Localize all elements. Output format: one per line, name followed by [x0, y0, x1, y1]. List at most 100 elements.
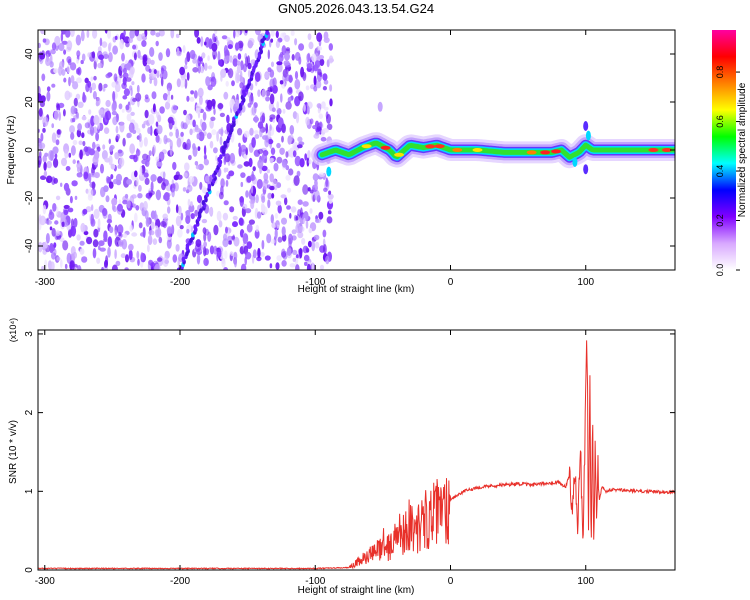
noise-blob — [202, 227, 207, 235]
noise-blob — [220, 178, 225, 189]
noise-blob — [272, 179, 277, 187]
noise-blob — [207, 55, 210, 62]
y-tick-label: 20 — [24, 96, 35, 108]
noise-blob — [189, 49, 196, 60]
noise-blob — [318, 55, 325, 60]
noise-blob — [102, 208, 108, 217]
noise-blob — [40, 132, 44, 142]
noise-blob — [306, 263, 311, 270]
x-tick-label: 100 — [577, 277, 594, 288]
noise-blob — [201, 52, 206, 59]
noise-blob — [102, 86, 106, 92]
noise-blob — [197, 146, 201, 152]
noise-blob — [242, 203, 248, 210]
noise-blob — [267, 138, 274, 145]
noise-blob — [180, 212, 184, 221]
noise-blob — [295, 112, 300, 124]
noise-blob — [312, 125, 318, 130]
noise-blob — [182, 45, 186, 54]
noise-blob — [235, 30, 241, 38]
noise-blob — [228, 170, 235, 177]
noise-blob — [43, 161, 47, 171]
noise-blob — [247, 69, 251, 78]
noise-blob — [77, 66, 82, 76]
noise-blob — [77, 265, 82, 270]
noise-blob — [300, 207, 303, 218]
noise-blob — [134, 30, 140, 37]
noise-blob — [176, 50, 182, 57]
noise-blob — [289, 263, 296, 268]
noise-blob — [305, 85, 310, 91]
noise-blob — [276, 61, 283, 66]
noise-blob — [296, 144, 303, 149]
noise-blob — [211, 129, 217, 136]
burst-blob — [585, 130, 591, 141]
noise-blob — [270, 30, 275, 37]
noise-blob — [175, 204, 179, 214]
noise-blob — [294, 71, 299, 80]
noise-blob — [125, 77, 132, 82]
noise-blob — [112, 116, 118, 126]
noise-blob — [107, 236, 113, 248]
noise-blob — [124, 193, 129, 199]
noise-blob — [158, 30, 165, 37]
noise-blob — [53, 68, 59, 74]
noise-blob — [285, 101, 292, 110]
noise-blob — [288, 168, 294, 176]
noise-blob — [190, 213, 195, 220]
noise-blob — [89, 86, 93, 94]
noise-blob — [266, 233, 272, 244]
noise-blob — [236, 71, 240, 82]
noise-blob — [64, 263, 68, 270]
noise-blob — [188, 175, 195, 183]
diagonal-feature-blob — [199, 208, 203, 214]
noise-blob — [216, 248, 222, 259]
noise-blob — [59, 61, 65, 70]
noise-blob — [172, 161, 177, 171]
noise-blob — [105, 110, 112, 121]
burst-blob — [377, 101, 383, 112]
noise-blob — [291, 54, 295, 61]
noise-blob — [104, 157, 111, 163]
noise-blob — [92, 30, 98, 39]
x-tick-label: 0 — [448, 576, 454, 587]
noise-blob — [131, 232, 138, 237]
noise-blob — [192, 143, 196, 151]
noise-blob — [326, 113, 331, 124]
noise-blob — [155, 189, 162, 201]
noise-blob — [288, 134, 294, 141]
noise-blob — [213, 147, 218, 154]
noise-blob — [313, 234, 320, 241]
ridge-hotspot — [425, 144, 436, 149]
noise-blob — [81, 256, 88, 263]
noise-blob — [85, 206, 92, 213]
noise-blob — [222, 212, 229, 221]
noise-blob — [160, 221, 167, 227]
noise-blob — [243, 161, 250, 167]
noise-blob — [215, 155, 218, 162]
noise-blob — [290, 30, 295, 36]
noise-blob — [56, 256, 61, 261]
noise-blob — [54, 35, 61, 46]
noise-blob — [287, 96, 292, 103]
noise-blob — [203, 257, 209, 267]
noise-blob — [306, 105, 310, 115]
noise-blob — [137, 49, 141, 59]
noise-blob — [136, 84, 140, 94]
x-tick-label: -300 — [35, 277, 55, 288]
noise-blob — [46, 91, 51, 102]
noise-blob — [249, 127, 254, 136]
noise-blob — [99, 37, 103, 47]
noise-blob — [279, 80, 284, 85]
noise-blob — [316, 103, 322, 109]
noise-blob — [162, 93, 168, 101]
noise-blob — [292, 257, 296, 262]
noise-blob — [259, 115, 266, 123]
noise-blob — [150, 181, 154, 193]
noise-blob — [150, 59, 155, 66]
noise-blob — [39, 142, 46, 150]
noise-blob — [119, 157, 125, 167]
noise-blob — [289, 125, 295, 135]
noise-blob — [121, 239, 128, 250]
